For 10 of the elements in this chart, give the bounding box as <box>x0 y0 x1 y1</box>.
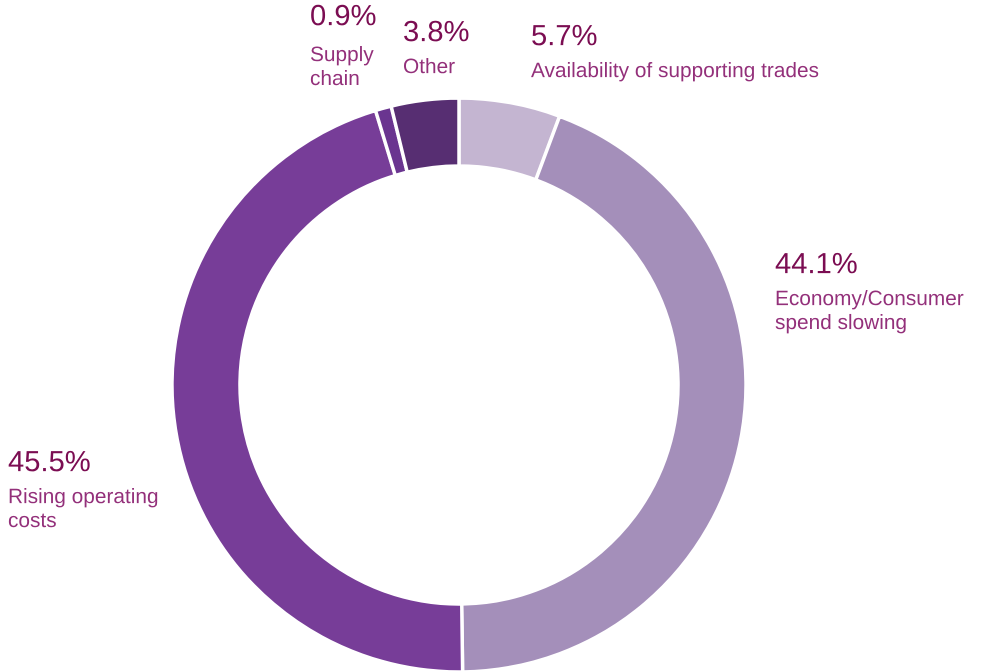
slice-label: Supply chain <box>310 46 374 86</box>
data-label: 3.8% <box>404 20 468 42</box>
slice-label: Other <box>404 58 455 74</box>
slice-label: Rising operating costs <box>8 488 158 528</box>
data-label: 44.1% <box>776 252 857 274</box>
data-label: 0.9% <box>311 4 376 26</box>
slice-label: Availability of supporting trades <box>531 62 818 82</box>
slice-label: Economy/Consumer spend slowing <box>776 290 964 334</box>
data-label: 5.7% <box>532 24 596 46</box>
data-label: 45.5% <box>8 450 90 472</box>
